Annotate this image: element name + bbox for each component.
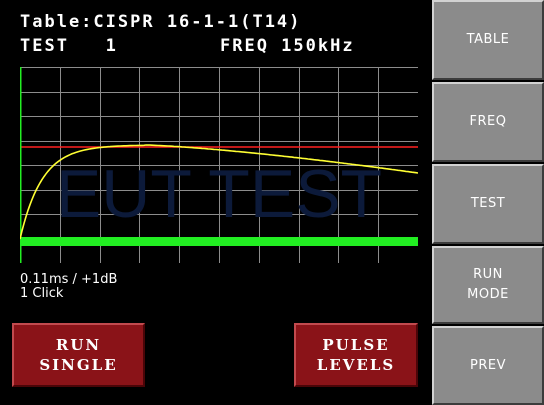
pulse-levels-label-2: LEVELS [316, 356, 396, 374]
table-title: Table:CISPR 16-1-1(T14) [20, 12, 302, 32]
freq-softkey-label: FREQ [469, 114, 507, 129]
pulse-response-plot: EUT TEST [20, 67, 418, 263]
table-softkey[interactable]: TABLE [432, 0, 544, 80]
baseline-marker [20, 237, 418, 246]
pulse-levels-button[interactable]: PULSE LEVELS [294, 323, 418, 387]
display-area: Table:CISPR 16-1-1(T14) TEST 1 FREQ 150k… [12, 12, 418, 387]
pulse-levels-label-1: PULSE [322, 336, 390, 354]
test-number-label: TEST 1 [20, 36, 118, 56]
run-mode-label-1: RUN [473, 267, 503, 282]
watermark-text: EUT TEST [56, 156, 382, 232]
prev-softkey-label: PREV [470, 357, 506, 373]
time-level-readout: 0.11ms / +1dB [20, 272, 118, 287]
click-count-readout: 1 Click [20, 286, 64, 301]
table-softkey-label: TABLE [466, 32, 510, 47]
response-trace [20, 144, 418, 240]
test-softkey-label: TEST [470, 196, 506, 211]
test-softkey[interactable]: TEST [432, 164, 544, 244]
run-single-label-2: SINGLE [39, 356, 118, 374]
freq-softkey[interactable]: FREQ [432, 82, 544, 162]
frequency-label: FREQ 150kHz [220, 36, 355, 56]
run-single-button[interactable]: RUN SINGLE [12, 323, 145, 387]
run-mode-label-2: MODE [467, 287, 509, 302]
prev-softkey[interactable]: PREV [432, 326, 544, 405]
run-single-label-1: RUN [55, 336, 102, 354]
run-mode-softkey[interactable]: RUN MODE [432, 246, 544, 324]
